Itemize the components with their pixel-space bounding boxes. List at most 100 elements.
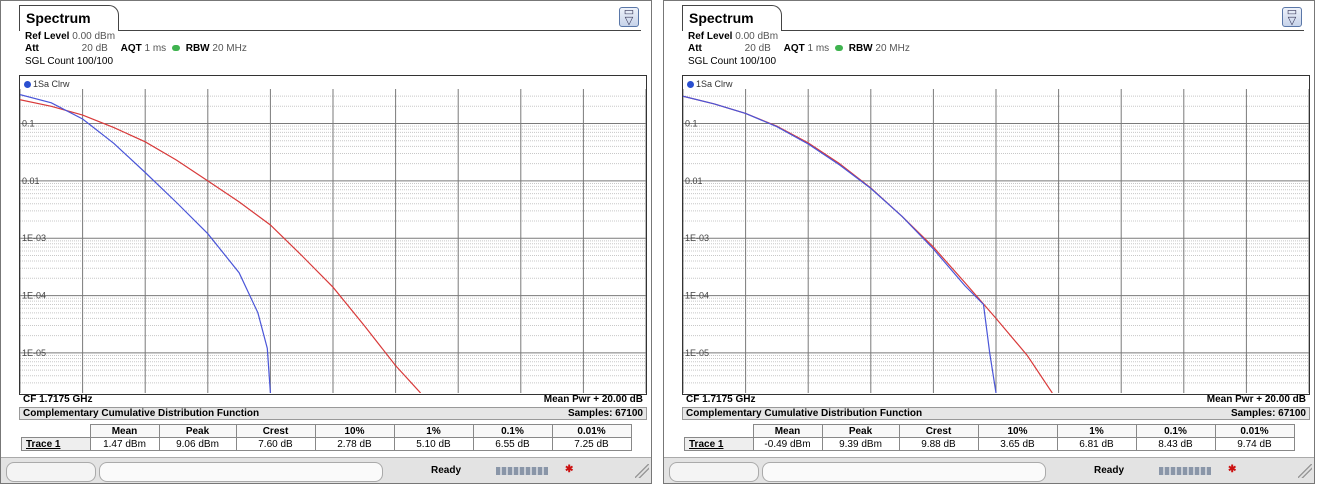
status-ready: Ready bbox=[431, 465, 462, 476]
trace-1-dot-icon bbox=[24, 81, 31, 88]
measured-ccdf-trace bbox=[683, 95, 997, 393]
rbw-led-icon bbox=[171, 45, 180, 51]
table-cell: 9.74 dB bbox=[1214, 437, 1295, 451]
y-tick-label: 0.01 bbox=[22, 176, 40, 186]
resize-grip-icon[interactable] bbox=[635, 464, 649, 478]
ccdf-results-header: Complementary Cumulative Distribution Fu… bbox=[682, 407, 1310, 420]
ccdf-results-table: Mean Peak Crest 10% 1% 0.1% 0.01% Trace … bbox=[684, 424, 1295, 451]
table-header-cell bbox=[22, 425, 91, 438]
sgl-count: SGL Count 100/100 bbox=[688, 56, 777, 67]
progress-meter bbox=[1159, 467, 1211, 475]
table-header-cell bbox=[685, 425, 754, 438]
att-label: Att bbox=[688, 43, 702, 54]
status-bar: Ready ✱ bbox=[664, 457, 1314, 483]
table-header-cell: Mean bbox=[752, 424, 823, 438]
status-field-long[interactable] bbox=[762, 462, 1046, 482]
table-header-cell: 10% bbox=[314, 424, 395, 438]
table-header-cell: 0.1% bbox=[1135, 424, 1216, 438]
mean-pwr-label: Mean Pwr + 20.00 dB bbox=[543, 394, 643, 405]
trace-label-text: 1Sa Clrw bbox=[696, 79, 733, 89]
table-header-cell: Peak bbox=[821, 424, 900, 438]
table-cell: 7.25 dB bbox=[551, 437, 632, 451]
rbw-value: 20 MHz bbox=[212, 43, 247, 54]
ccdf-results-header: Complementary Cumulative Distribution Fu… bbox=[19, 407, 647, 420]
measured-ccdf-trace bbox=[20, 94, 271, 393]
ref-level-label: Ref Level bbox=[688, 31, 733, 42]
ref-level-value: 0.00 dBm bbox=[72, 31, 116, 42]
table-cell: 1.47 dBm bbox=[89, 437, 160, 451]
rbw-led-icon bbox=[834, 45, 843, 51]
instrument-logo-icon: ✱ bbox=[1228, 464, 1237, 475]
y-tick-label: 1E-03 bbox=[22, 233, 46, 243]
table-row: Trace 1 -0.49 dBm 9.39 dBm 9.88 dB 3.65 … bbox=[684, 437, 1295, 451]
att-row: Att 20 dB AQT 1 ms RBW 20 MHz bbox=[688, 43, 910, 54]
table-cell: 6.81 dB bbox=[1056, 437, 1137, 451]
table-cell: 9.06 dBm bbox=[158, 437, 237, 451]
status-field-long[interactable] bbox=[99, 462, 383, 482]
table-header-cell: Mean bbox=[89, 424, 160, 438]
table-cell: 5.10 dB bbox=[393, 437, 474, 451]
table-cell: 8.43 dB bbox=[1135, 437, 1216, 451]
att-value: 20 dB bbox=[81, 43, 108, 54]
trace-1-dot-icon bbox=[687, 81, 694, 88]
ccdf-panel-left: Spectrum ▭ ▽ Ref Level 0.00 dBm Att 20 dB… bbox=[0, 0, 652, 484]
center-frequency-label: CF 1.7175 GHz bbox=[23, 394, 93, 405]
table-header-cell: 0.01% bbox=[551, 424, 632, 438]
y-tick-label: 1E-04 bbox=[22, 291, 46, 301]
samples-label: Samples: 67100 bbox=[1230, 408, 1306, 419]
ccdf-plot: 0.1 0.01 1E-03 1E-04 1E-05 bbox=[683, 89, 1309, 393]
y-tick-label: 1E-05 bbox=[685, 348, 709, 358]
status-field-short[interactable] bbox=[669, 462, 759, 482]
trace-1-cell[interactable]: Trace 1 bbox=[21, 437, 91, 451]
aqt-label: AQT bbox=[120, 43, 142, 54]
att-row: Att 20 dB AQT 1 ms RBW 20 MHz bbox=[25, 43, 247, 54]
table-cell: -0.49 dBm bbox=[752, 437, 823, 451]
table-header-cell: 0.1% bbox=[472, 424, 553, 438]
table-header-row: Mean Peak Crest 10% 1% 0.1% 0.01% bbox=[685, 424, 1295, 438]
trace-label: 1Sa Clrw bbox=[687, 79, 733, 89]
y-tick-label: 0.1 bbox=[685, 119, 698, 129]
reference-ccdf-trace bbox=[20, 99, 422, 393]
trace-1-cell[interactable]: Trace 1 bbox=[684, 437, 754, 451]
display-config-icon[interactable]: ▭ ▽ bbox=[1282, 7, 1302, 27]
ccdf-title: Complementary Cumulative Distribution Fu… bbox=[23, 408, 260, 419]
ccdf-panel-right: Spectrum ▭ ▽ Ref Level 0.00 dBm Att 20 dB… bbox=[663, 0, 1315, 484]
table-header-cell: 1% bbox=[1056, 424, 1137, 438]
table-cell: 9.88 dB bbox=[898, 437, 979, 451]
table-header-cell: Peak bbox=[158, 424, 237, 438]
instrument-logo-icon: ✱ bbox=[565, 464, 574, 475]
att-label: Att bbox=[25, 43, 39, 54]
mean-pwr-label: Mean Pwr + 20.00 dB bbox=[1206, 394, 1306, 405]
ccdf-plot: 0.1 0.01 1E-03 1E-04 1E-05 bbox=[20, 89, 646, 393]
rbw-value: 20 MHz bbox=[875, 43, 910, 54]
aqt-label: AQT bbox=[783, 43, 805, 54]
table-header-row: Mean Peak Crest 10% 1% 0.1% 0.01% bbox=[22, 424, 632, 438]
trace-label: 1Sa Clrw bbox=[24, 79, 70, 89]
status-ready: Ready bbox=[1094, 465, 1125, 476]
progress-meter bbox=[496, 467, 548, 475]
att-value: 20 dB bbox=[744, 43, 771, 54]
table-cell: 6.55 dB bbox=[472, 437, 553, 451]
table-cell: 7.60 dB bbox=[235, 437, 316, 451]
tab-spectrum[interactable]: Spectrum bbox=[682, 5, 782, 31]
table-cell: 9.39 dBm bbox=[821, 437, 900, 451]
table-cell: 3.65 dB bbox=[977, 437, 1058, 451]
y-tick-label: 0.01 bbox=[685, 176, 703, 186]
sgl-count: SGL Count 100/100 bbox=[25, 56, 114, 67]
center-frequency-label: CF 1.7175 GHz bbox=[686, 394, 756, 405]
status-field-short[interactable] bbox=[6, 462, 96, 482]
ref-level-label: Ref Level bbox=[25, 31, 70, 42]
trace-label-text: 1Sa Clrw bbox=[33, 79, 70, 89]
ccdf-title: Complementary Cumulative Distribution Fu… bbox=[686, 408, 923, 419]
display-config-icon[interactable]: ▭ ▽ bbox=[619, 7, 639, 27]
status-bar: Ready ✱ bbox=[1, 457, 651, 483]
tab-spectrum[interactable]: Spectrum bbox=[19, 5, 119, 31]
table-header-cell: Crest bbox=[898, 424, 979, 438]
ccdf-results-table: Mean Peak Crest 10% 1% 0.1% 0.01% Trace … bbox=[21, 424, 632, 451]
table-header-cell: 0.01% bbox=[1214, 424, 1295, 438]
ref-level-value: 0.00 dBm bbox=[735, 31, 779, 42]
resize-grip-icon[interactable] bbox=[1298, 464, 1312, 478]
table-header-cell: 1% bbox=[393, 424, 474, 438]
ref-level-row: Ref Level 0.00 dBm bbox=[688, 31, 778, 42]
aqt-value: 1 ms bbox=[807, 43, 830, 54]
